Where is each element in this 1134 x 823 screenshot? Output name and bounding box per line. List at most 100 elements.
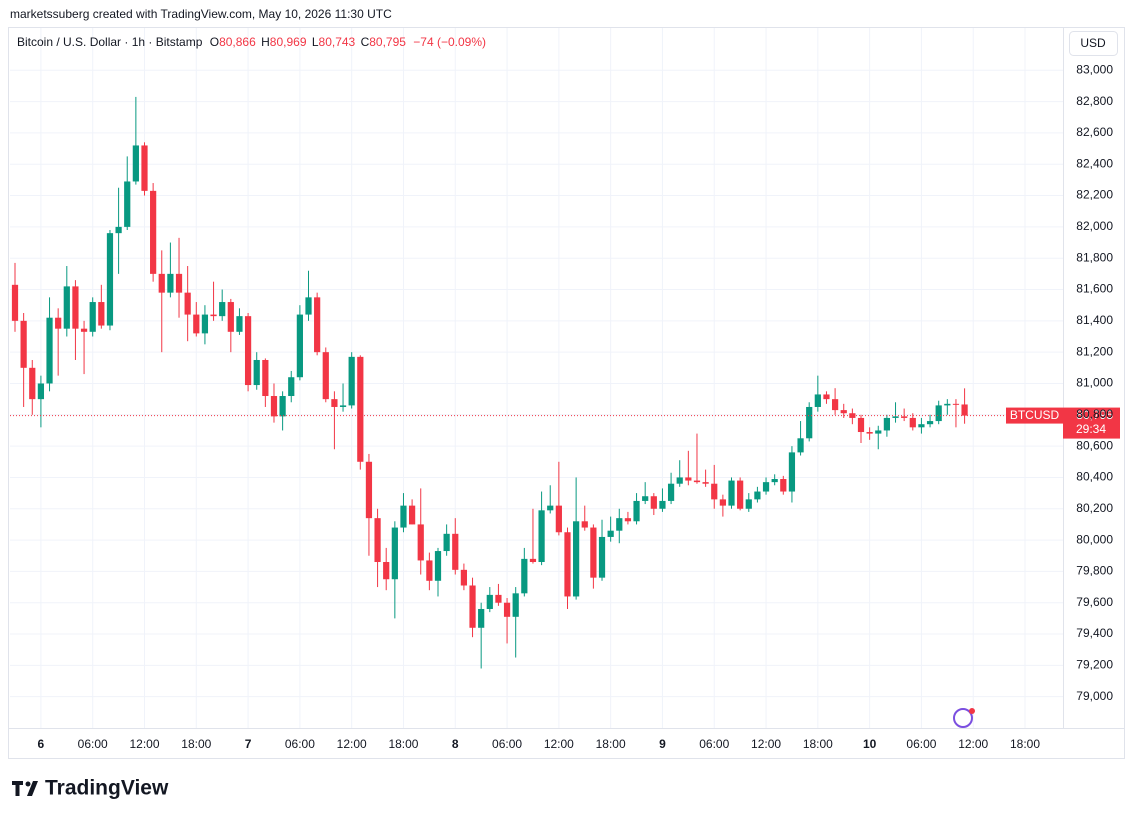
candles <box>11 96 968 669</box>
candle-body <box>80 328 88 332</box>
candle-body <box>193 314 200 334</box>
candle-body <box>29 367 36 400</box>
y-tick-label: 81,000 <box>1076 376 1113 390</box>
candle-body <box>633 500 640 522</box>
candle-body <box>150 190 157 274</box>
last-price-label: 80,795 <box>1076 408 1113 422</box>
candle-body <box>564 532 571 597</box>
x-tick-label: 6 <box>38 737 45 751</box>
candle-body <box>339 405 347 407</box>
candle-body <box>875 430 882 434</box>
candle-body <box>711 483 718 500</box>
candle-body <box>521 558 528 594</box>
candle-body <box>63 286 70 329</box>
candle-body <box>762 482 770 492</box>
candle-body <box>598 536 606 578</box>
candle-body <box>754 491 761 500</box>
x-tick-label: 18:00 <box>803 737 833 751</box>
candle-body <box>244 316 252 386</box>
candle-body <box>37 383 45 400</box>
candle-body <box>374 518 381 563</box>
y-tick-label: 81,800 <box>1076 250 1113 264</box>
candle-body <box>184 292 191 315</box>
y-tick-label: 79,400 <box>1076 626 1113 640</box>
y-tick-label: 82,000 <box>1076 219 1113 233</box>
candle-body <box>650 496 657 509</box>
y-tick-label: 79,800 <box>1076 564 1113 578</box>
y-tick-label: 79,600 <box>1076 595 1113 609</box>
candle-body <box>806 406 813 439</box>
x-tick-label: 06:00 <box>699 737 729 751</box>
legend-o: O <box>210 35 219 49</box>
candle-body <box>642 496 649 501</box>
candle-body <box>210 314 217 317</box>
candle-body <box>288 377 295 397</box>
candle-body <box>538 510 545 563</box>
candle-body <box>408 505 416 525</box>
legend-change: −74 (−0.09%) <box>413 35 486 49</box>
candle-body <box>849 413 856 418</box>
candle-body <box>961 404 968 416</box>
candle-body <box>667 483 675 501</box>
x-tick-label: 18:00 <box>388 737 418 751</box>
x-tick-label: 18:00 <box>596 737 626 751</box>
candle-body <box>780 479 787 492</box>
currency[interactable]: USD <box>1080 36 1106 50</box>
candle-body <box>227 302 234 332</box>
x-tick-label: 06:00 <box>78 737 108 751</box>
candle-body <box>279 396 286 417</box>
y-tick-label: 81,200 <box>1076 344 1113 358</box>
candle-body <box>814 394 821 407</box>
candle-body <box>305 297 312 315</box>
candle-body <box>581 521 588 528</box>
x-tick-label: 18:00 <box>1010 737 1040 751</box>
candle-body <box>400 505 407 528</box>
candle-body <box>115 226 122 234</box>
candle-body <box>866 432 873 434</box>
legend-close: 80,795 <box>369 35 406 49</box>
candle-body <box>322 352 329 400</box>
candle-body <box>348 356 355 406</box>
candle-body <box>236 316 243 332</box>
candle-body <box>797 438 804 453</box>
header: marketssuberg created with TradingView.c… <box>10 7 392 21</box>
grid <box>10 28 1063 728</box>
candle-body <box>719 499 726 506</box>
candle-body <box>141 145 148 191</box>
candle-body <box>132 145 139 182</box>
candle-body <box>417 524 424 561</box>
x-tick-label: 9 <box>659 737 666 751</box>
y-tick-label: 80,600 <box>1076 438 1113 452</box>
candle-body <box>693 480 701 483</box>
candle-body <box>262 359 269 397</box>
legend-symbol: Bitcoin / U.S. Dollar · 1h · Bitstamp <box>17 35 203 49</box>
y-tick-label: 82,800 <box>1076 94 1113 108</box>
candle-body <box>676 477 683 484</box>
candle-body <box>503 602 511 617</box>
candle-body <box>607 530 614 537</box>
currency-box[interactable] <box>1069 31 1118 56</box>
legend-l: L <box>312 35 319 49</box>
candle-body <box>555 505 562 533</box>
symbol-tag-box <box>1006 407 1063 424</box>
candle-body <box>573 521 580 597</box>
x-tick-label: 10 <box>863 737 877 751</box>
candle-body <box>46 317 53 384</box>
candle-body <box>469 585 476 628</box>
candle-body <box>883 417 891 431</box>
candle-body <box>391 527 398 580</box>
candle-body <box>89 302 96 332</box>
candle-body <box>901 416 908 418</box>
candle-body <box>20 320 27 368</box>
candle-body <box>685 477 692 481</box>
candle-body <box>909 417 916 428</box>
candle-body <box>495 594 502 603</box>
y-tick-label: 81,600 <box>1076 282 1113 296</box>
countdown: 29:34 <box>1076 422 1106 436</box>
legend-open: 80,866 <box>219 35 256 49</box>
candle-body <box>512 593 519 617</box>
legend-c: C <box>361 35 370 49</box>
candle-body <box>124 181 131 227</box>
assistant-icon[interactable] <box>953 708 975 728</box>
